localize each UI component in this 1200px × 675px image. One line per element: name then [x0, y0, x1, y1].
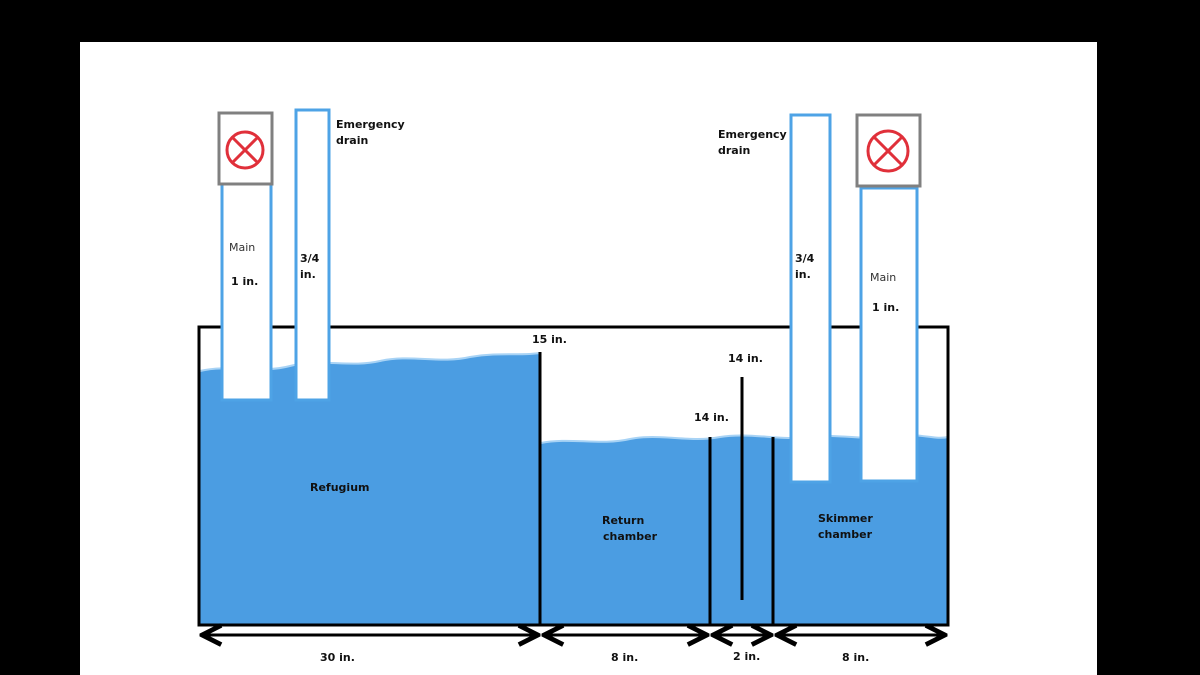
skimmer-chamber-label-1: Skimmer: [818, 512, 873, 525]
right-main-pipe: [859, 186, 919, 483]
skimmer-chamber-label-2: chamber: [818, 528, 873, 541]
left-emergency-size-1: 3/4: [300, 252, 320, 265]
right-emergency-size-1: 3/4: [795, 252, 815, 265]
left-emergency-pipe: [294, 108, 331, 402]
right-main-label: Main: [870, 271, 896, 284]
refugium-label: Refugium: [310, 481, 370, 494]
left-main-pipe: [220, 182, 273, 402]
right-emergency-pipe: [789, 113, 832, 484]
bubble-trap-width-label: 2 in.: [733, 650, 760, 663]
left-emergency-label-2: drain: [336, 134, 368, 147]
right-emergency-label-2: drain: [718, 144, 750, 157]
right-closed-valve-icon: [866, 129, 910, 173]
refugium-wall-height-label: 15 in.: [532, 333, 567, 346]
left-emergency-size-2: in.: [300, 268, 316, 281]
return-chamber-label-1: Return: [602, 514, 644, 527]
baffle-a-height-label: 14 in.: [694, 411, 729, 424]
left-closed-valve-icon: [225, 130, 265, 170]
left-main-label: Main: [229, 241, 255, 254]
lower-water: [541, 435, 948, 625]
left-emergency-label-1: Emergency: [336, 118, 405, 131]
skimmer-width-label: 8 in.: [842, 651, 869, 664]
left-main-size: 1 in.: [231, 275, 258, 288]
right-emergency-size-2: in.: [795, 268, 811, 281]
right-main-size: 1 in.: [872, 301, 899, 314]
right-emergency-label-1: Emergency: [718, 128, 787, 141]
refugium-water: [200, 353, 540, 625]
return-chamber-label-2: chamber: [603, 530, 658, 543]
refugium-width-label: 30 in.: [320, 651, 355, 664]
baffle-over-height-label: 14 in.: [728, 352, 763, 365]
return-width-label: 8 in.: [611, 651, 638, 664]
